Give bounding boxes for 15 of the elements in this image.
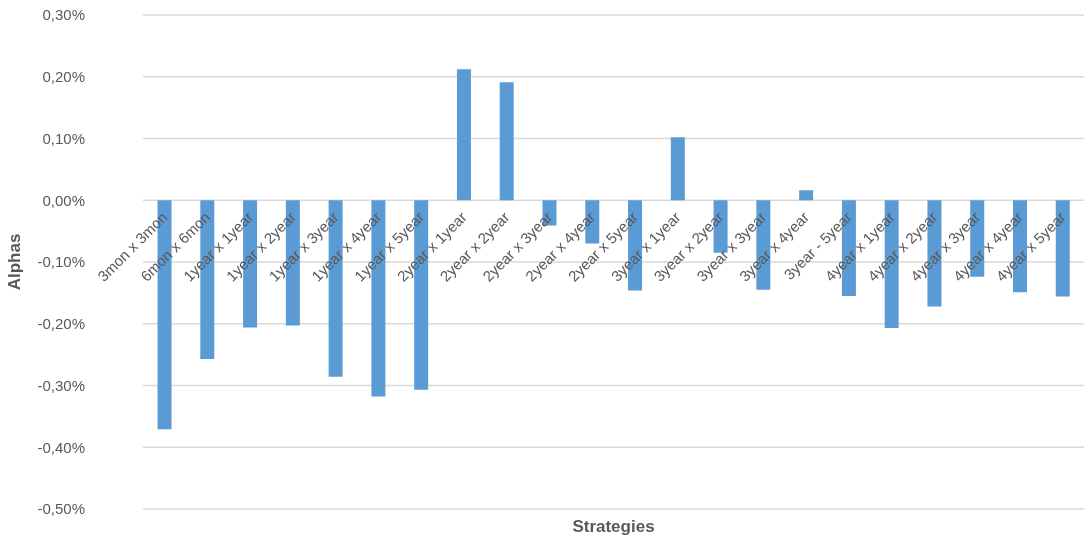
- y-tick-label: 0,30%: [42, 6, 85, 24]
- y-tick-label: -0,10%: [37, 253, 85, 271]
- y-tick-label: -0,20%: [37, 315, 85, 333]
- y-tick-label: 0,00%: [42, 191, 85, 209]
- bar: [670, 137, 685, 201]
- bar: [499, 82, 514, 201]
- y-axis-title: Alphas: [5, 233, 25, 291]
- y-tick-label: -0,30%: [37, 376, 85, 394]
- bar: [456, 69, 471, 201]
- y-tick-label: 0,20%: [42, 68, 85, 86]
- y-tick-label: -0,40%: [37, 438, 85, 456]
- y-tick-label: 0,10%: [42, 129, 85, 147]
- y-tick-label: -0,50%: [37, 500, 85, 518]
- bar: [799, 190, 814, 201]
- x-axis-title: Strategies: [572, 517, 655, 536]
